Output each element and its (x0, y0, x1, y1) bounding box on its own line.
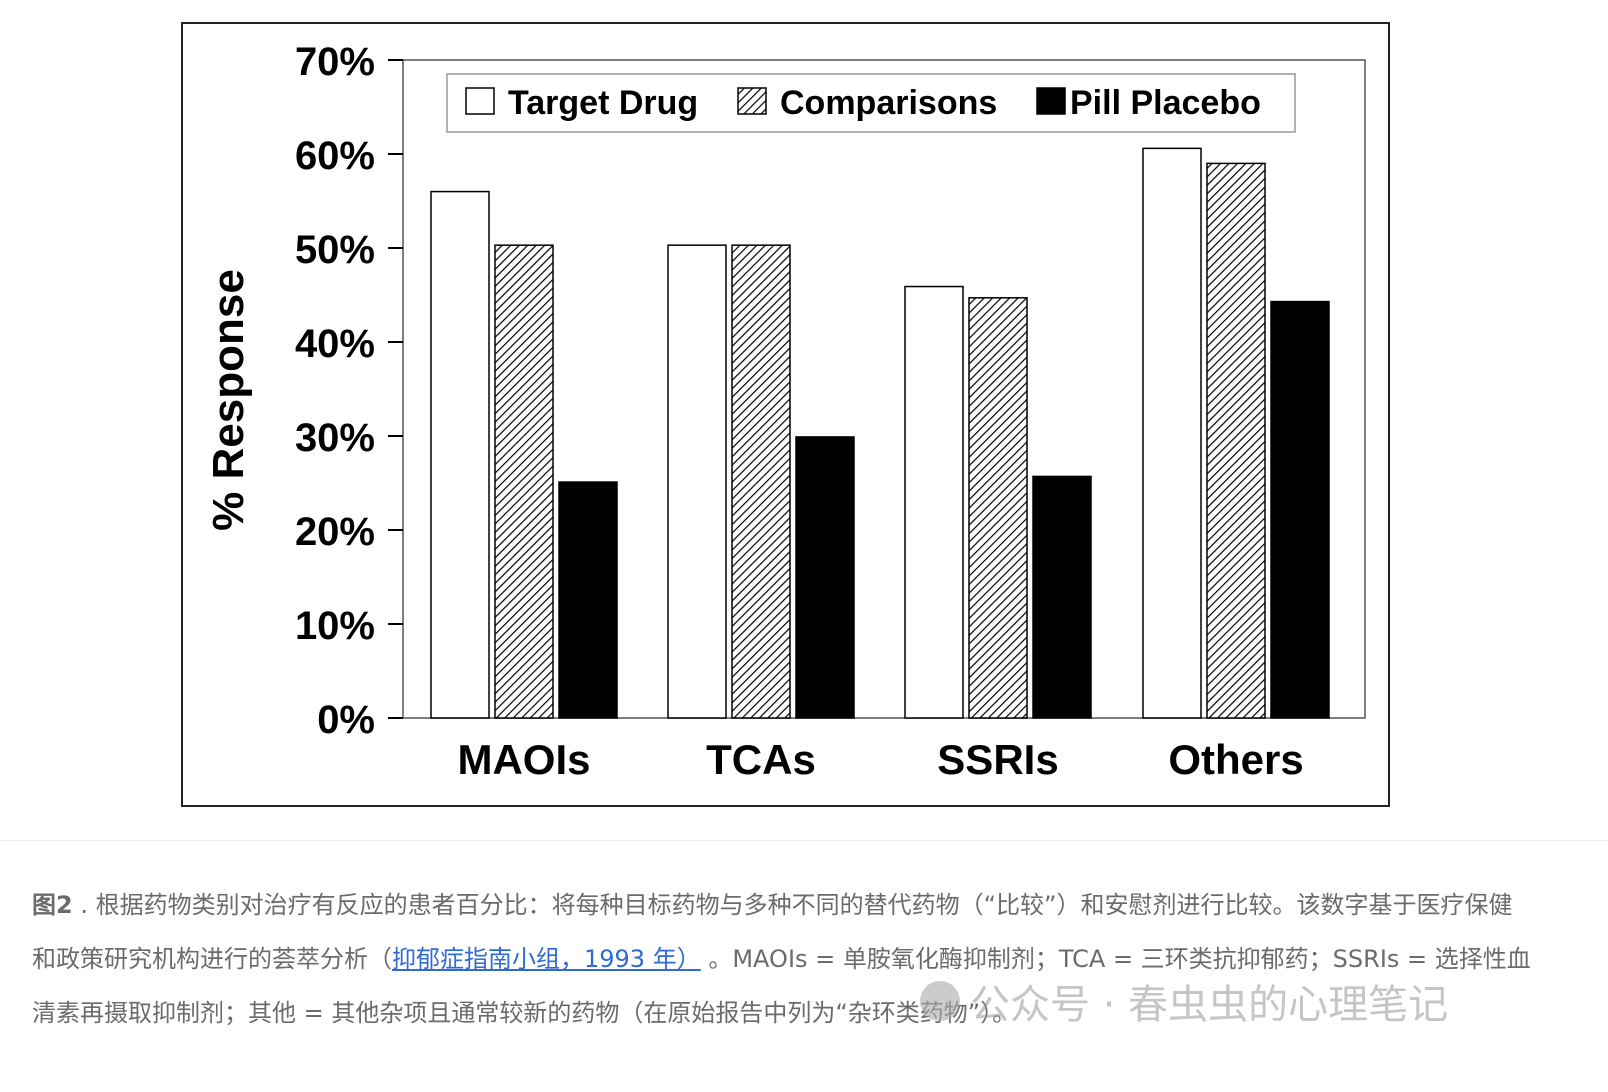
bar-target-drug-others (1142, 147, 1202, 719)
x-tick-label: SSRIs (937, 736, 1058, 783)
legend-swatch-black (1036, 87, 1066, 115)
bar-pill-placebo-maois (558, 481, 618, 719)
plot-area (402, 59, 1366, 719)
bar-chart: 0% 10% 20% 30% 40% 50% 60% 70% MAOIs TCAs SSRIs Ot… (181, 22, 1390, 807)
y-tick-label: 40% (295, 322, 375, 366)
legend-label: Pill Placebo (1070, 84, 1261, 122)
y-axis-label: % Response (204, 269, 253, 531)
legend-label: Target Drug (508, 84, 698, 122)
caption-label: 图2 (32, 891, 73, 919)
bar-comparisons-others (1206, 162, 1266, 719)
bar-pill-placebo-others (1270, 300, 1330, 719)
bar-pill-placebo-tcas (795, 436, 855, 719)
y-tick-label: 30% (295, 416, 375, 460)
y-tick-label: 60% (295, 134, 375, 178)
bar-comparisons-tcas (731, 244, 791, 719)
y-tick-label: 70% (295, 40, 375, 84)
y-tick-label: 20% (295, 510, 375, 554)
legend: Target Drug Comparisons Pill Placebo (446, 73, 1296, 133)
bar-pill-placebo-ssris (1032, 475, 1092, 719)
reference-link[interactable]: 抑郁症指南小组，1993 年） (392, 945, 701, 973)
divider (0, 840, 1608, 841)
bar-target-drug-maois (430, 190, 490, 719)
caption-text-1: . 根据药物类别对治疗有反应的患者百分比：将每种目标药物与多种不同的替代药物（“… (32, 891, 1513, 973)
legend-swatch-hatched (737, 87, 767, 115)
x-tick-label: Others (1168, 736, 1303, 783)
x-tick-label: MAOIs (457, 736, 590, 783)
y-tick-label: 10% (295, 604, 375, 648)
y-tick-label: 50% (295, 228, 375, 272)
legend-label: Comparisons (780, 84, 997, 122)
legend-swatch-white (465, 87, 495, 115)
figure-caption: 图2 . 根据药物类别对治疗有反应的患者百分比：将每种目标药物与多种不同的替代药… (32, 878, 1532, 1040)
bar-comparisons-ssris (968, 297, 1028, 719)
bar-target-drug-ssris (904, 285, 964, 719)
x-tick-label: TCAs (706, 736, 816, 783)
caption-text-2: 。MAOIs = 单胺氧化酶抑制剂；TCA = 三环类抗抑郁药；SSRIs = … (32, 945, 1531, 1027)
y-tick-label: 0% (317, 698, 375, 742)
bar-comparisons-maois (494, 244, 554, 719)
bar-target-drug-tcas (667, 244, 727, 719)
